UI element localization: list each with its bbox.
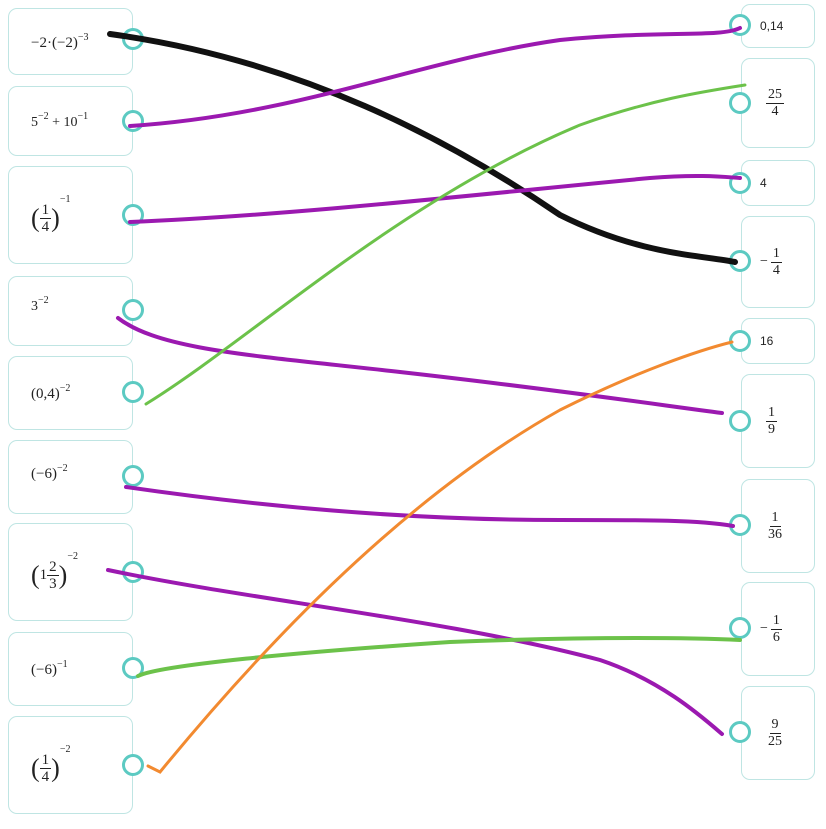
match-line-6 — [124, 485, 735, 528]
right-connector-node[interactable] — [729, 14, 751, 36]
right-connector-node[interactable] — [729, 172, 751, 194]
match-line-3 — [128, 173, 742, 224]
right-card-3[interactable]: 4 — [741, 160, 815, 206]
right-connector-node[interactable] — [729, 410, 751, 432]
right-card-text: 1/9 — [760, 421, 761, 422]
left-card-3[interactable]: (1/4)−1 (14)−1 — [8, 166, 133, 264]
left-card-7[interactable]: (1 2/3)−2 (123)−2 — [8, 523, 133, 621]
right-connector-node[interactable] — [729, 250, 751, 272]
right-card-text: 1/36 — [760, 526, 761, 527]
left-card-2[interactable]: 5−2 + 10−1 5−2 + 10−1 — [8, 86, 133, 156]
left-card-5[interactable]: (0,4)−2 (0,4)−2 — [8, 356, 133, 430]
right-card-8[interactable]: −1/6 −16 — [741, 582, 815, 676]
left-connector-node[interactable] — [122, 754, 144, 776]
right-connector-node[interactable] — [729, 330, 751, 352]
match-line-2 — [128, 26, 742, 128]
left-card-8[interactable]: (−6)−1 (−6)−1 — [8, 632, 133, 706]
match-line-4 — [116, 316, 724, 415]
left-connector-node[interactable] — [122, 381, 144, 403]
right-card-6[interactable]: 1/9 19 — [741, 374, 815, 468]
right-card-9[interactable]: 9/25 925 — [741, 686, 815, 780]
right-connector-node[interactable] — [729, 617, 751, 639]
right-card-text: 4 — [760, 176, 767, 190]
left-connector-node[interactable] — [122, 28, 144, 50]
match-line-1 — [107, 31, 738, 265]
right-card-text: 25/4 — [760, 103, 761, 104]
match-line-7 — [106, 568, 724, 736]
right-card-text: 0,14 — [760, 19, 784, 33]
match-line-8 — [136, 636, 742, 678]
right-card-5[interactable]: 16 — [741, 318, 815, 364]
right-card-2[interactable]: 25/4 254 — [741, 58, 815, 148]
left-connector-node[interactable] — [122, 465, 144, 487]
right-connector-node[interactable] — [729, 92, 751, 114]
left-connector-node[interactable] — [122, 110, 144, 132]
right-card-1[interactable]: 0,14 — [741, 4, 815, 48]
left-connector-node[interactable] — [122, 299, 144, 321]
match-line-9 — [146, 340, 734, 774]
right-card-text: 9/25 — [760, 733, 761, 734]
left-card-6[interactable]: (−6)−2 (−6)−2 — [8, 440, 133, 514]
match-line-5 — [144, 83, 747, 406]
left-connector-node[interactable] — [122, 657, 144, 679]
left-connector-node[interactable] — [122, 561, 144, 583]
right-card-text: 16 — [760, 334, 774, 348]
right-card-7[interactable]: 1/36 136 — [741, 479, 815, 573]
left-card-9[interactable]: (1/4)−2 (14)−2 — [8, 716, 133, 814]
left-card-1[interactable]: −2·(−2)−3 −2·(−2)−3 — [8, 8, 133, 75]
right-card-4[interactable]: −1/4 −14 — [741, 216, 815, 308]
left-card-4[interactable]: 3−2 3−2 — [8, 276, 133, 346]
right-connector-node[interactable] — [729, 514, 751, 536]
right-connector-node[interactable] — [729, 721, 751, 743]
left-connector-node[interactable] — [122, 204, 144, 226]
